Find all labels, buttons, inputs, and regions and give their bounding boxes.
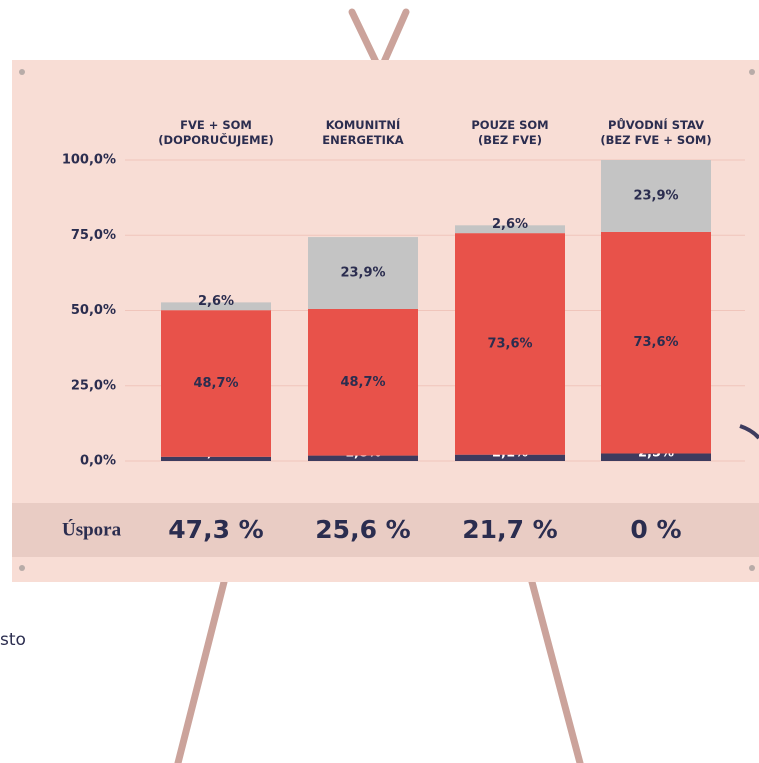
easel-leg — [532, 582, 580, 763]
easel-scene: sto 0,0%25,0%50,0%75,0%100,0%FVE + SOM(D… — [0, 0, 759, 763]
data-label: 48,7% — [193, 376, 238, 391]
category-label: POUZE SOM(BEZ FVE) — [471, 118, 548, 147]
data-label: 48,7% — [340, 375, 385, 390]
easel-leg — [178, 582, 224, 763]
y-tick-label: 100,0% — [62, 153, 116, 168]
savings-value: 25,6 % — [315, 515, 410, 544]
easel-leg — [352, 12, 376, 62]
data-label: 73,6% — [487, 336, 532, 351]
easel-leg — [384, 12, 406, 62]
y-tick-label: 75,0% — [71, 228, 116, 243]
data-label: 73,6% — [633, 335, 678, 350]
y-tick-label: 25,0% — [71, 378, 116, 393]
savings-label: Úspora — [62, 518, 122, 540]
data-label: 2,6% — [492, 217, 528, 232]
y-tick-label: 50,0% — [71, 303, 116, 318]
pin — [749, 69, 755, 75]
page-text: sto — [0, 630, 26, 650]
savings-value: 47,3 % — [168, 515, 263, 544]
data-label: 2,6% — [198, 294, 234, 309]
y-tick-label: 0,0% — [80, 454, 116, 469]
pin — [19, 565, 25, 571]
data-label: 23,9% — [633, 188, 678, 203]
data-label: 23,9% — [340, 266, 385, 281]
pin — [19, 69, 25, 75]
pin — [749, 565, 755, 571]
savings-value: 0 % — [630, 515, 681, 544]
savings-value: 21,7 % — [462, 515, 557, 544]
